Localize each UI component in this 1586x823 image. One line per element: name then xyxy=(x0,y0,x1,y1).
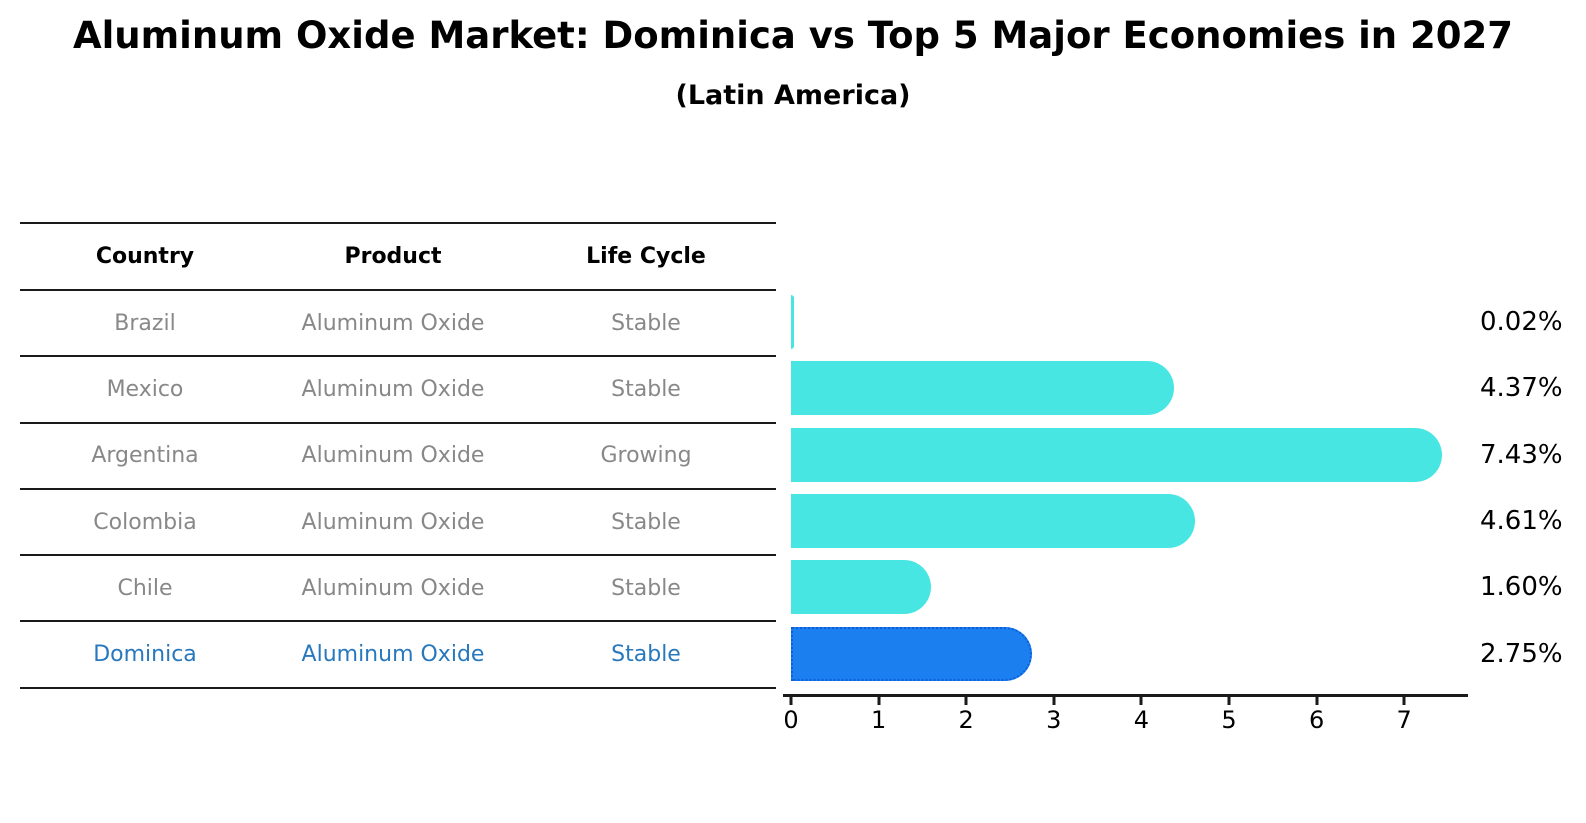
table-header-country: Country xyxy=(95,244,195,269)
table-row-colombia: Colombia Aluminum Oxide Stable xyxy=(20,490,776,557)
table-cell-life-cycle: Stable xyxy=(611,575,681,601)
x-axis-tick-label-4: 4 xyxy=(1133,706,1150,734)
x-axis-tick-0 xyxy=(789,697,793,705)
table-cell-product: Aluminum Oxide xyxy=(301,575,485,601)
table-cell-country: Dominica xyxy=(93,642,197,668)
table-header-product: Product xyxy=(344,244,442,269)
x-axis-tick-label-3: 3 xyxy=(1046,706,1062,734)
table-header-life-cycle: Life Cycle xyxy=(586,244,706,269)
x-axis-tick-4 xyxy=(1139,697,1143,705)
bar-colombia xyxy=(791,493,1195,548)
table-cell-product: Aluminum Oxide xyxy=(301,310,485,336)
x-axis-tick-6 xyxy=(1315,697,1319,705)
bar-mexico xyxy=(791,361,1174,416)
table-body: Brazil Aluminum Oxide Stable Mexico Aluminum… xyxy=(20,291,776,689)
x-axis-tick-label-5: 5 xyxy=(1221,706,1237,734)
x-axis-tick-label-1: 1 xyxy=(870,706,887,734)
table-cell-country: Colombia xyxy=(93,509,197,535)
chart-subtitle: (Latin America) xyxy=(675,80,911,111)
value-label-chile: 1.60% xyxy=(1480,572,1563,603)
x-axis-tick-label-0: 0 xyxy=(783,706,799,734)
value-label-brazil: 0.02% xyxy=(1480,307,1563,337)
table-row-dominica: Dominica Aluminum Oxide Stable xyxy=(20,622,776,689)
table-row-argentina: Argentina Aluminum Oxide Growing xyxy=(20,424,776,490)
table-cell-country: Brazil xyxy=(114,310,176,336)
chart-title: Aluminum Oxide Market: Dominica vs Top 5… xyxy=(72,14,1514,57)
table-cell-country: Chile xyxy=(117,575,173,601)
bar-chile xyxy=(791,560,932,615)
x-axis-line xyxy=(783,694,1468,697)
x-axis-tick-label-7: 7 xyxy=(1396,706,1412,734)
x-axis-tick-2 xyxy=(964,697,968,705)
x-axis-tick-label-6: 6 xyxy=(1308,706,1325,734)
bar-argentina xyxy=(791,427,1442,482)
x-axis-tick-5 xyxy=(1227,697,1231,705)
x-axis-tick-3 xyxy=(1052,697,1056,705)
table-cell-country: Mexico xyxy=(106,376,184,402)
table-row-chile: Chile Aluminum Oxide Stable xyxy=(20,556,776,623)
x-axis-tick-1 xyxy=(877,697,881,705)
value-label-colombia: 4.61% xyxy=(1480,505,1563,536)
x-axis-tick-7 xyxy=(1402,697,1406,705)
table-cell-life-cycle: Growing xyxy=(600,443,692,469)
bar-brazil xyxy=(791,295,794,349)
table-header-row: Country Product Life Cycle xyxy=(20,222,776,291)
value-label-dominica: 2.75% xyxy=(1480,638,1563,669)
table-cell-country: Argentina xyxy=(91,443,199,469)
country-table: Country Product Life Cycle Brazil Aluminu… xyxy=(20,222,776,689)
table-row-mexico: Mexico Aluminum Oxide Stable xyxy=(20,357,776,424)
bar-dominica xyxy=(791,626,1032,681)
table-cell-product: Aluminum Oxide xyxy=(301,443,485,469)
value-label-argentina: 7.43% xyxy=(1480,439,1563,470)
x-axis-tick-label-2: 2 xyxy=(958,706,974,734)
table-cell-product: Aluminum Oxide xyxy=(301,509,485,535)
value-label-mexico: 4.37% xyxy=(1480,373,1563,404)
table-cell-product: Aluminum Oxide xyxy=(301,376,485,402)
table-cell-life-cycle: Stable xyxy=(611,310,681,336)
table-row-brazil: Brazil Aluminum Oxide Stable xyxy=(20,291,776,358)
table-cell-life-cycle: Stable xyxy=(611,376,681,402)
table-cell-life-cycle: Stable xyxy=(611,642,681,668)
table-cell-life-cycle: Stable xyxy=(611,509,681,535)
table-cell-product: Aluminum Oxide xyxy=(301,642,485,668)
